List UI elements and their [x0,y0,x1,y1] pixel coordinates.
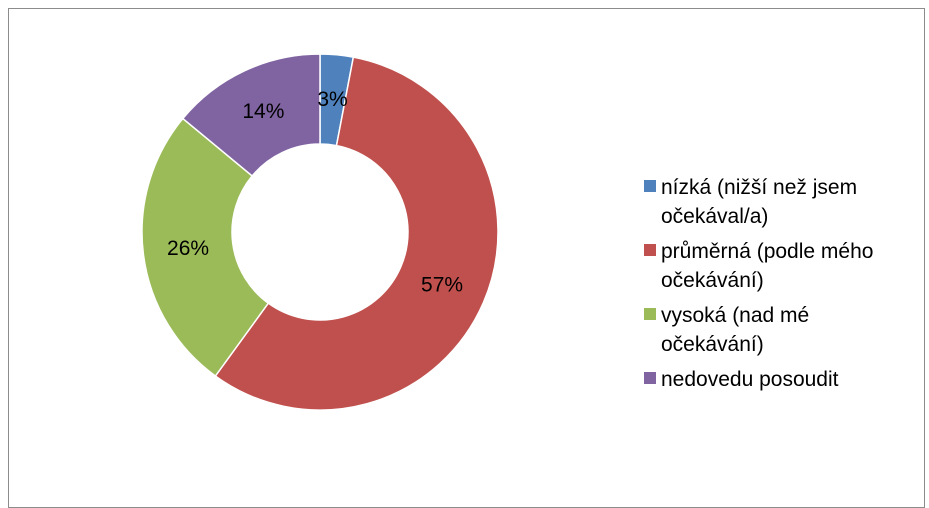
donut-slices [141,53,499,411]
legend-item-high: vysoká (nad mé očekávání) [644,301,914,359]
legend-item-unknown: nedovedu posoudit [644,365,914,394]
slice-unknown [181,53,321,177]
slice-labels: 3% 57% 26% 14% [167,88,463,296]
slice-label-unknown: 14% [242,100,284,123]
donut-chart: 3% 57% 26% 14% [141,53,499,411]
legend-item-average: průměrná (podle mého očekávání) [644,237,914,295]
legend-swatch-unknown [644,372,656,384]
legend-swatch-low [644,180,656,192]
slice-average [214,56,499,411]
legend-label-high: vysoká (nad mé očekávání) [661,304,810,356]
legend: nízká (nižší než jsem očekával/a) průměr… [644,173,914,400]
legend-label-low: nízká (nižší než jsem očekával/a) [661,176,858,228]
legend-label-average: průměrná (podle mého očekávání) [661,240,874,292]
legend-swatch-average [644,244,656,256]
slice-high [141,117,270,378]
slice-label-high: 26% [167,237,209,260]
legend-label-unknown: nedovedu posoudit [661,368,839,391]
slice-label-average: 57% [421,273,463,296]
slice-label-low: 3% [317,88,347,111]
legend-item-low: nízká (nižší než jsem očekával/a) [644,173,914,231]
legend-swatch-high [644,308,656,320]
